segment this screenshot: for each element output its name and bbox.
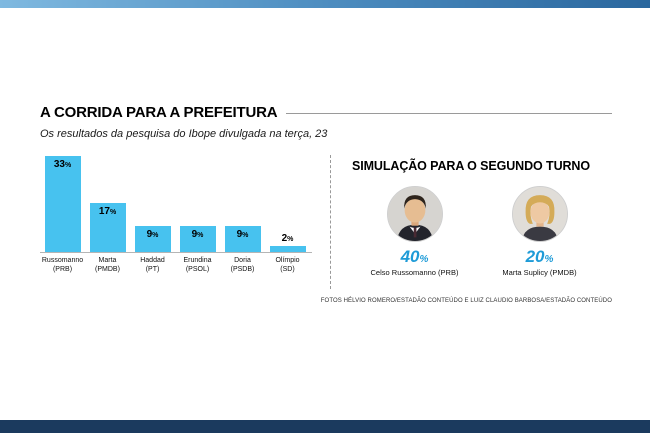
- bar-column-russomanno: 33%: [40, 156, 85, 252]
- content-area: A CORRIDA PARA A PREFEITURA Os resultado…: [40, 104, 612, 304]
- chart-category-labels: Russomanno (PRB) Marta (PMDB) Haddad (PT) Erun…: [40, 253, 312, 275]
- male-portrait-icon: [387, 187, 442, 241]
- header: A CORRIDA PARA A PREFEITURA: [40, 104, 612, 121]
- pct-unit: %: [419, 254, 429, 265]
- bar-column-doria: 9%: [220, 226, 265, 252]
- marta-suplicy-photo: [511, 186, 568, 242]
- pct-value: 20: [525, 247, 545, 266]
- bar-category-label: Erundina (PSOL): [183, 257, 212, 273]
- runoff-percentage: 20%: [526, 248, 554, 265]
- runoff-simulation: SIMULAÇÃO PARA O SEGUNDO TURNO: [352, 153, 602, 289]
- candidate-name: Marta Suplicy (PMDB): [502, 268, 577, 277]
- bar-category-label: Marta (PMDB): [95, 257, 120, 273]
- bar-value-label: 17%: [98, 206, 117, 217]
- bar: 9%: [179, 226, 216, 252]
- pct-unit: %: [544, 254, 554, 265]
- bar-category-label: Doria (PSDB): [230, 257, 255, 273]
- pct-value: 40: [400, 247, 420, 266]
- candidates-row: 40% Celso Russomanno (PRB): [352, 186, 602, 277]
- bar-value-label: 9%: [236, 229, 249, 240]
- bar-category-label: Olímpio (SD): [275, 257, 300, 273]
- bar-category-label: Haddad (PT): [140, 257, 165, 273]
- female-portrait-icon: [512, 187, 567, 241]
- chart-bars: 33% 17% 9% 9% 9% 2%: [40, 153, 312, 253]
- bar-column-haddad: 9%: [130, 226, 175, 252]
- page-title: A CORRIDA PARA A PREFEITURA: [40, 104, 278, 121]
- bar-column-erundina: 9%: [175, 226, 220, 252]
- bar: 9%: [134, 226, 171, 252]
- bar-value-label: 33%: [53, 159, 72, 170]
- candidate-celso: 40% Celso Russomanno (PRB): [352, 186, 477, 277]
- bar: 9%: [224, 226, 261, 252]
- candidate-marta: 20% Marta Suplicy (PMDB): [477, 186, 602, 277]
- bar-column-marta: 17%: [85, 203, 130, 252]
- celso-russomanno-photo: [386, 186, 443, 242]
- candidate-name: Celso Russomanno (PRB): [370, 268, 459, 277]
- poll-bar-chart: 33% 17% 9% 9% 9% 2% Russomanno (PRB) Marta (PMDB…: [40, 153, 312, 289]
- top-blue-strip: [0, 0, 650, 8]
- runoff-percentage: 40%: [401, 248, 429, 265]
- bar-value-label: 2%: [281, 233, 294, 244]
- simulation-heading: SIMULAÇÃO PARA O SEGUNDO TURNO: [352, 159, 590, 173]
- bar: 17%: [89, 203, 126, 252]
- bottom-navy-strip: [0, 420, 650, 433]
- bar: [269, 246, 306, 252]
- bar-value-label: 9%: [146, 229, 159, 240]
- bar-value-label: 9%: [191, 229, 204, 240]
- bar: 33%: [44, 156, 81, 252]
- header-rule: [286, 113, 612, 114]
- dashed-divider: [330, 155, 331, 289]
- bar-category-label: Russomanno (PRB): [41, 257, 84, 273]
- photo-credits: FOTOS HÉLVIO ROMERO/ESTADÃO CONTEÚDO E L…: [320, 298, 612, 304]
- subtitle: Os resultados da pesquisa do Ibope divul…: [40, 128, 328, 140]
- bar-column-olímpio: 2%: [265, 233, 310, 252]
- main-row: 33% 17% 9% 9% 9% 2% Russomanno (PRB) Marta (PMDB…: [40, 153, 612, 289]
